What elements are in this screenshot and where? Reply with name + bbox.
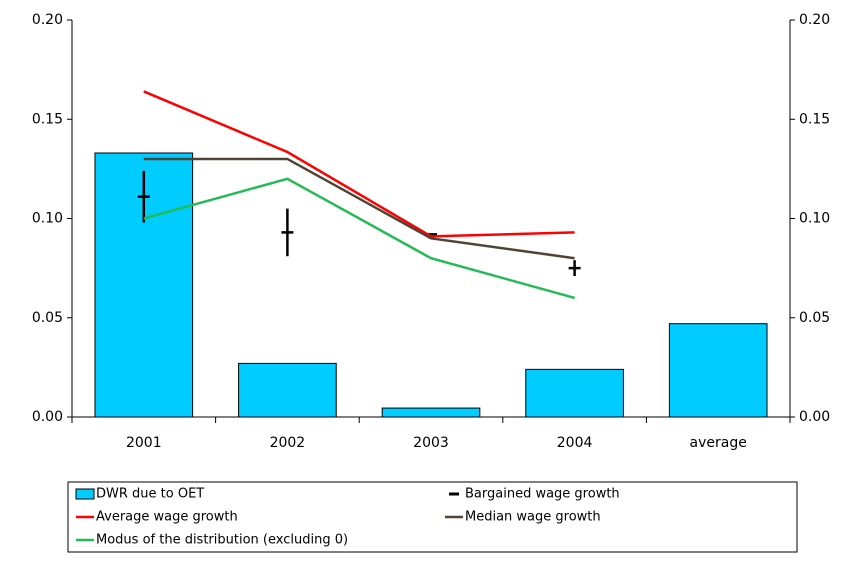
legend-box xyxy=(67,481,798,553)
legend-label: Bargained wage growth xyxy=(465,487,620,502)
y2-tick-label: 0.15 xyxy=(799,111,830,127)
x-tick-label: 2004 xyxy=(557,435,593,451)
legend-label: Median wage growth xyxy=(465,510,601,525)
y2-tick-label: 0.10 xyxy=(799,211,830,227)
y-tick-label: 0.20 xyxy=(32,12,63,28)
legend: DWR due to OET Bargained wage growth Avera… xyxy=(75,487,620,548)
bar xyxy=(668,323,768,418)
legend-label: Average wage growth xyxy=(96,510,238,525)
legend-label: Modus of the distribution (excluding 0) xyxy=(96,533,348,548)
x-tick-label: average xyxy=(690,435,747,451)
y2-tick-label: 0.05 xyxy=(799,310,830,326)
legend-label: DWR due to OET xyxy=(96,487,204,502)
x-tick-label: 2001 xyxy=(126,435,162,451)
bar xyxy=(525,368,624,418)
y-tick-label: 0.15 xyxy=(32,111,63,127)
bar xyxy=(238,362,337,418)
y-tick-label: 0.00 xyxy=(32,409,63,425)
bar xyxy=(381,407,481,418)
y2-tick-label: 0.20 xyxy=(799,12,830,28)
legend-swatch xyxy=(75,488,95,500)
x-tick-label: 2003 xyxy=(413,435,449,451)
line-series xyxy=(143,157,575,260)
x-tick-label: 2002 xyxy=(270,435,306,451)
line-series xyxy=(143,90,575,238)
line-series xyxy=(143,177,575,300)
y2-tick-label: 0.00 xyxy=(799,409,830,425)
y-tick-label: 0.05 xyxy=(32,310,63,326)
y-tick-label: 0.10 xyxy=(32,211,63,227)
